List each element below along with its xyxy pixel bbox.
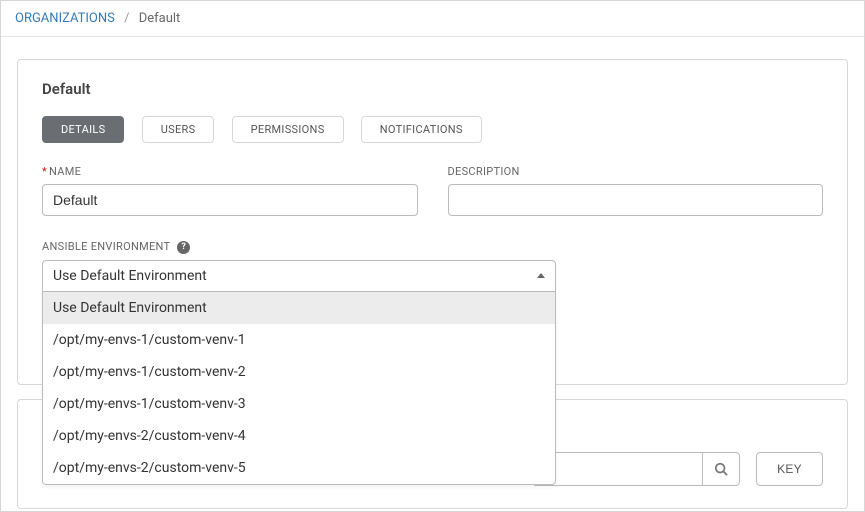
search-input[interactable] [532, 452, 702, 486]
page-title: Default [42, 80, 823, 98]
tab-details[interactable]: DETAILS [42, 116, 124, 143]
description-input[interactable] [448, 184, 824, 216]
search-icon [714, 462, 728, 476]
ansible-env-select[interactable]: Use Default Environment Use Default Envi… [42, 260, 556, 292]
name-label: *NAME [42, 165, 418, 178]
caret-up-icon [537, 273, 545, 278]
env-option[interactable]: Use Default Environment [43, 292, 555, 324]
env-option[interactable]: /opt/my-envs-1/custom-venv-1 [43, 324, 555, 356]
required-marker: * [42, 165, 47, 178]
ansible-env-selected-label: Use Default Environment [53, 268, 207, 284]
env-option[interactable]: /opt/my-envs-1/custom-venv-2 [43, 356, 555, 388]
env-option[interactable]: /opt/my-envs-2/custom-venv-5 [43, 452, 555, 484]
ansible-env-label: ANSIBLE ENVIRONMENT ? [42, 240, 823, 254]
search-wrap [532, 452, 740, 486]
organization-detail-card: Default DETAILS USERS PERMISSIONS NOTIFI… [17, 59, 848, 385]
breadcrumb-separator: / [124, 11, 129, 26]
ansible-env-dropdown: Use Default Environment /opt/my-envs-1/c… [42, 292, 556, 485]
tab-permissions[interactable]: PERMISSIONS [232, 116, 344, 143]
tab-bar: DETAILS USERS PERMISSIONS NOTIFICATIONS [42, 116, 823, 143]
ansible-env-selected[interactable]: Use Default Environment [42, 260, 556, 292]
env-option[interactable]: /opt/my-envs-2/custom-venv-4 [43, 420, 555, 452]
key-button[interactable]: KEY [756, 452, 823, 486]
help-icon[interactable]: ? [177, 241, 190, 254]
description-label: DESCRIPTION [448, 165, 824, 178]
name-input[interactable] [42, 184, 418, 216]
breadcrumb-current: Default [139, 11, 181, 26]
tab-users[interactable]: USERS [142, 116, 215, 143]
tab-notifications[interactable]: NOTIFICATIONS [361, 116, 482, 143]
search-button[interactable] [702, 452, 740, 486]
breadcrumb: ORGANIZATIONS / Default [1, 1, 864, 37]
env-option[interactable]: /opt/my-envs-1/custom-venv-3 [43, 388, 555, 420]
breadcrumb-root-link[interactable]: ORGANIZATIONS [15, 11, 115, 26]
